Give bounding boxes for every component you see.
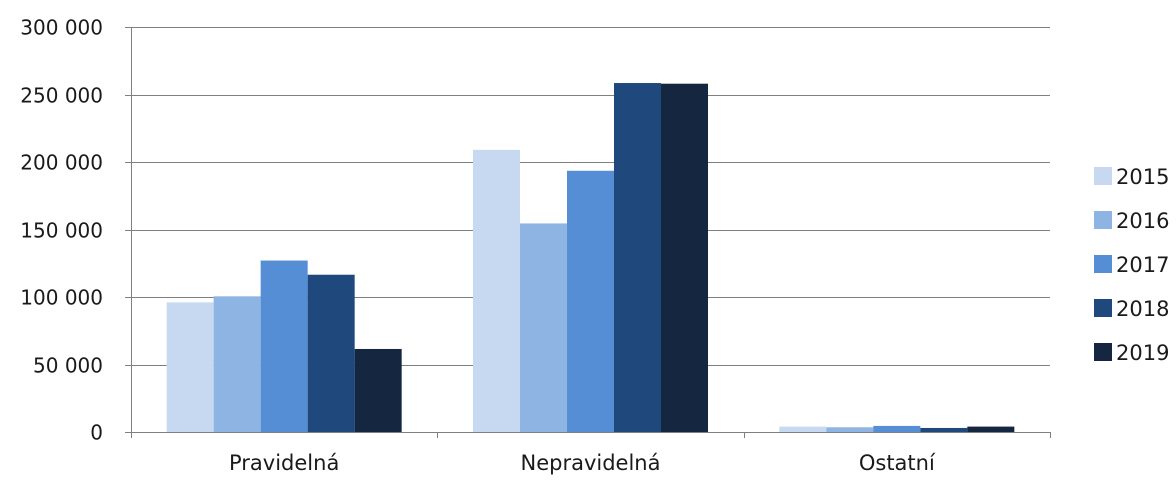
x-axis-category-labels: Pravidelná Nepravidelná Ostatní: [131, 432, 1051, 475]
x-category-label: Ostatní: [859, 451, 936, 475]
y-axis-tick-labels: 0 50 000 100 000 150 000 200 000 250 000 300 0…: [20, 16, 131, 445]
y-tick-label: 0: [90, 421, 103, 445]
legend-swatch: [1094, 343, 1112, 361]
legend-swatch: [1094, 211, 1112, 229]
legend-label: 2015: [1116, 165, 1169, 189]
legend-item: 2017: [1094, 253, 1169, 277]
legend-swatch: [1094, 167, 1112, 185]
bar-2015-0: [166, 302, 214, 432]
bars: [166, 83, 1015, 433]
y-tick-label: 50 000: [33, 354, 103, 378]
legend-label: 2017: [1116, 253, 1169, 277]
bar-2018-0: [307, 274, 355, 432]
legend-item: 2019: [1094, 341, 1169, 365]
legend-label: 2016: [1116, 209, 1169, 233]
legend-swatch: [1094, 255, 1112, 273]
bar-2018-2: [920, 427, 968, 432]
y-tick-label: 150 000: [20, 219, 103, 243]
axes: [125, 27, 1050, 433]
legend-label: 2018: [1116, 297, 1169, 321]
y-tick-label: 100 000: [20, 286, 103, 310]
legend: 2015 2016 2017 2018 2019: [1094, 165, 1169, 365]
bar-2019-1: [661, 83, 708, 432]
y-tick-label: 300 000: [20, 16, 103, 40]
bar-2016-1: [520, 223, 567, 432]
bar-2017-0: [260, 260, 308, 432]
bar-2015-2: [779, 426, 827, 432]
bar-2015-1: [473, 149, 520, 432]
bar-2016-2: [826, 427, 874, 432]
y-tick-label: 250 000: [20, 84, 103, 108]
x-category-label: Nepravidelná: [521, 451, 661, 475]
bar-2017-1: [567, 170, 614, 432]
bar-2019-2: [967, 426, 1015, 432]
x-category-label: Pravidelná: [229, 451, 339, 475]
bar-2018-1: [614, 83, 661, 433]
legend-label: 2019: [1116, 341, 1169, 365]
bar-2019-0: [354, 348, 402, 432]
legend-item: 2018: [1094, 297, 1169, 321]
legend-item: 2015: [1094, 165, 1169, 189]
legend-item: 2016: [1094, 209, 1169, 233]
bar-2016-0: [213, 296, 261, 432]
y-tick-label: 200 000: [20, 151, 103, 175]
bar-2017-2: [873, 425, 921, 432]
legend-swatch: [1094, 299, 1112, 317]
